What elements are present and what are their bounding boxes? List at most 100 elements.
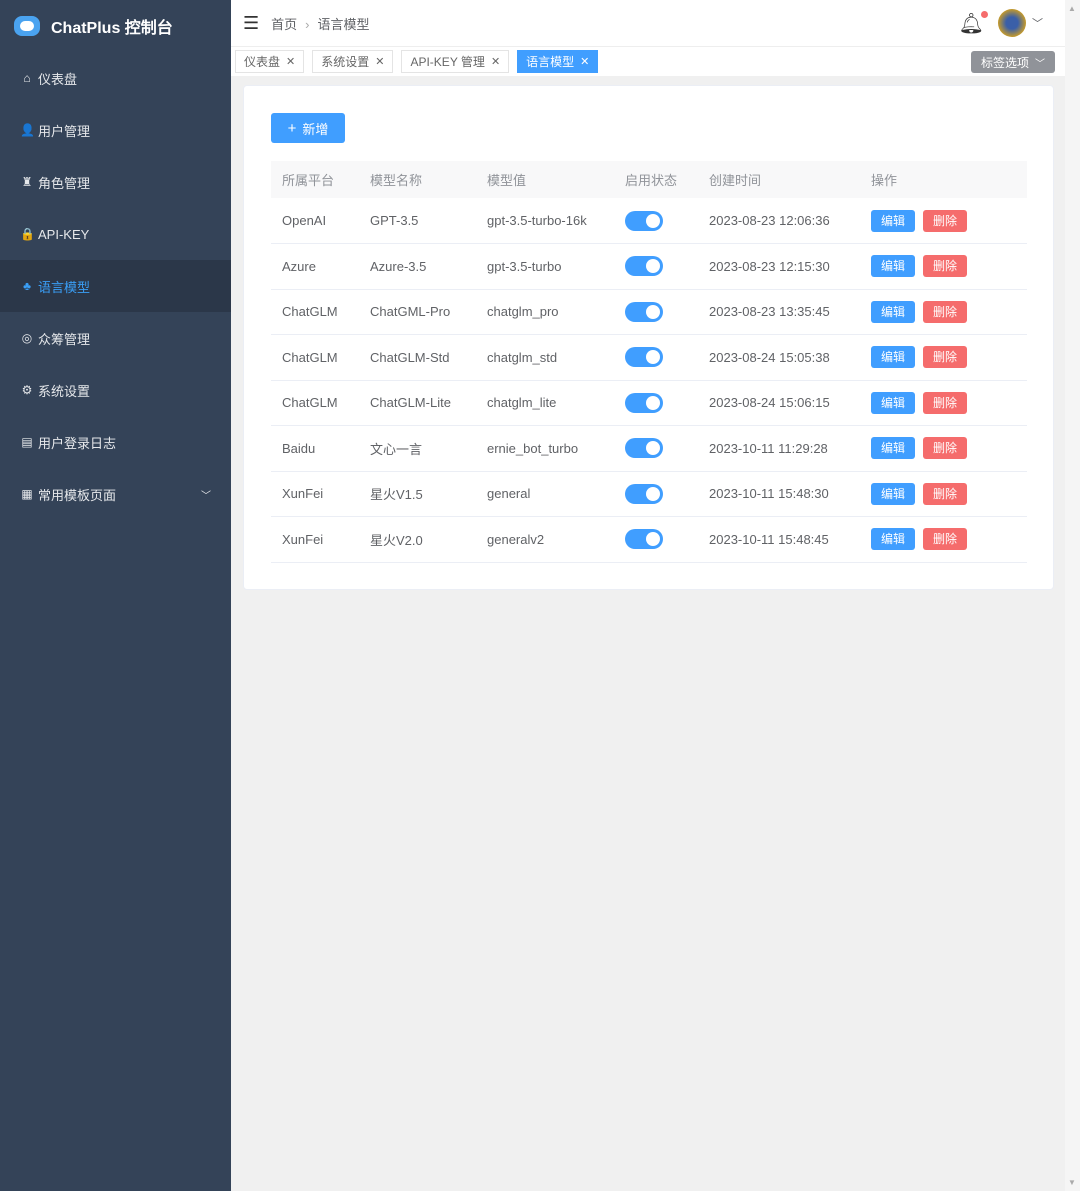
sidebar-item-lock[interactable]: 🔒 API-KEY (0, 208, 231, 260)
edit-button[interactable]: 编辑 (871, 209, 916, 232)
edit-button[interactable]: 编辑 (871, 255, 916, 278)
scrollbar[interactable]: ▲ ▼ (1065, 0, 1080, 1191)
tab-0[interactable]: 仪表盘 ✕ (235, 50, 305, 73)
sidebar-item-label: 常用模板页面 (38, 487, 117, 503)
model-name-cell: 星火V1.5 (359, 471, 476, 517)
enable-toggle[interactable] (625, 392, 663, 413)
enable-toggle[interactable] (625, 438, 663, 459)
edit-button[interactable]: 编辑 (871, 482, 916, 505)
close-icon[interactable]: ✕ (375, 56, 385, 68)
add-button[interactable]: + 新增 (271, 113, 345, 143)
column-header: 创建时间 (698, 161, 860, 198)
enable-toggle[interactable] (625, 347, 663, 368)
sidebar: ChatPlus 控制台 ⌂ 仪表盘 👤 用户管理 ♜ 角色管理 🔒 API-KEY ♣ 语言模型… (0, 0, 231, 1191)
lock-icon: 🔒 (20, 227, 35, 241)
enable-toggle[interactable] (625, 210, 663, 231)
platform-cell: Baidu (271, 425, 359, 472)
tab-2[interactable]: API-KEY 管理 ✕ (401, 50, 510, 73)
created-time-cell: 2023-10-11 15:48:45 (698, 516, 860, 563)
table-row: ChatGLM ChatGLM-Lite chatglm_lite 2023-0… (271, 380, 1027, 426)
notification-dot (981, 10, 988, 18)
platform-cell: XunFei (271, 471, 359, 517)
sidebar-item-label: 用户登录日志 (38, 435, 117, 451)
created-time-cell: 2023-08-24 15:05:38 (698, 334, 860, 381)
model-table: 所属平台 模型名称 模型值 启用状态 创建时间 操作 OpenAI GPT-3.5 gpt… (271, 161, 1027, 563)
tab-3[interactable]: 语言模型 ✕ (517, 50, 599, 73)
column-header: 所属平台 (271, 161, 359, 198)
delete-button[interactable]: 删除 (923, 482, 968, 505)
tab-label: API-KEY 管理 (410, 55, 485, 69)
enable-toggle[interactable] (625, 301, 663, 322)
edit-button[interactable]: 编辑 (871, 300, 916, 323)
platform-cell: XunFei (271, 516, 359, 563)
close-icon[interactable]: ✕ (286, 56, 296, 68)
sidebar-item-gear[interactable]: ⚙ 系统设置 (0, 364, 231, 416)
breadcrumb-home[interactable]: 首页 (271, 16, 298, 32)
enable-toggle[interactable] (625, 483, 663, 504)
tab-bar: 仪表盘 ✕ 系统设置 ✕ API-KEY 管理 ✕ 语言模型 ✕ 标签选项 ﹀ (231, 46, 1065, 76)
sidebar-item-label: 语言模型 (38, 279, 91, 295)
breadcrumb-current: 语言模型 (317, 16, 370, 32)
tab-label: 系统设置 (321, 55, 370, 69)
sidebar-item-user[interactable]: 👤 用户管理 (0, 104, 231, 156)
model-value-cell: chatglm_pro (476, 289, 614, 335)
delete-button[interactable]: 删除 (923, 346, 968, 369)
plus-icon: + (287, 119, 297, 137)
edit-button[interactable]: 编辑 (871, 391, 916, 414)
close-icon[interactable]: ✕ (580, 56, 590, 68)
created-time-cell: 2023-08-23 12:06:36 (698, 198, 860, 244)
delete-button[interactable]: 删除 (923, 300, 968, 323)
enable-toggle[interactable] (625, 529, 663, 550)
sidebar-item-label: 角色管理 (38, 175, 91, 191)
sidebar-item-template[interactable]: ▦ 常用模板页面 ﹀ (0, 468, 231, 520)
model-name-cell: ChatGLM-Lite (359, 380, 476, 426)
model-value-cell: gpt-3.5-turbo (476, 243, 614, 290)
role-icon: ♜ (21, 175, 33, 189)
sidebar-item-model[interactable]: ♣ 语言模型 (0, 260, 231, 312)
created-time-cell: 2023-10-11 11:29:28 (698, 425, 860, 472)
sidebar-item-label: 众筹管理 (38, 331, 91, 347)
column-header: 启用状态 (614, 161, 698, 198)
sidebar-item-crowdfund[interactable]: ◎ 众筹管理 (0, 312, 231, 364)
table-row: Azure Azure-3.5 gpt-3.5-turbo 2023-08-23… (271, 243, 1027, 290)
model-name-cell: GPT-3.5 (359, 198, 476, 244)
model-name-cell: 星火V2.0 (359, 516, 476, 563)
chevron-down-icon[interactable]: ﹀ (1032, 18, 1043, 30)
delete-button[interactable]: 删除 (923, 255, 968, 278)
edit-button[interactable]: 编辑 (871, 437, 916, 460)
platform-cell: OpenAI (271, 198, 359, 244)
created-time-cell: 2023-08-23 12:15:30 (698, 243, 860, 290)
breadcrumb: 首页 › 语言模型 (271, 16, 370, 32)
sidebar-item-role[interactable]: ♜ 角色管理 (0, 156, 231, 208)
robot-logo-icon (14, 16, 40, 36)
menu-toggle-icon[interactable]: ☰ (243, 12, 260, 33)
delete-button[interactable]: 删除 (923, 391, 968, 414)
tag-options-button[interactable]: 标签选项 ﹀ (970, 51, 1055, 73)
sidebar-item-log[interactable]: ▤ 用户登录日志 (0, 416, 231, 468)
edit-button[interactable]: 编辑 (871, 346, 916, 369)
tab-1[interactable]: 系统设置 ✕ (312, 50, 394, 73)
sidebar-item-home[interactable]: ⌂ 仪表盘 (0, 52, 231, 104)
model-name-cell: ChatGML-Pro (359, 289, 476, 335)
delete-button[interactable]: 删除 (923, 528, 968, 551)
sidebar-item-label: API-KEY (38, 226, 90, 242)
edit-button[interactable]: 编辑 (871, 528, 916, 551)
table-row: OpenAI GPT-3.5 gpt-3.5-turbo-16k 2023-08… (271, 198, 1027, 244)
platform-cell: ChatGLM (271, 334, 359, 381)
close-icon[interactable]: ✕ (490, 56, 501, 68)
platform-cell: ChatGLM (271, 289, 359, 335)
model-icon: ♣ (23, 279, 31, 293)
delete-button[interactable]: 删除 (923, 209, 968, 232)
app-title: ChatPlus 控制台 (51, 20, 173, 37)
sidebar-item-label: 用户管理 (38, 123, 91, 139)
sidebar-item-label: 系统设置 (38, 383, 91, 399)
user-icon: 👤 (20, 123, 35, 137)
logo[interactable]: ChatPlus 控制台 (0, 0, 231, 52)
table-row: XunFei 星火V2.0 generalv2 2023-10-11 15:48… (271, 516, 1027, 563)
content-card: + 新增 所属平台 模型名称 模型值 启用状态 创建时间 操作 OpenAI GPT-3.5… (243, 85, 1054, 590)
delete-button[interactable]: 删除 (923, 437, 968, 460)
avatar[interactable] (998, 9, 1026, 37)
platform-cell: ChatGLM (271, 380, 359, 426)
enable-toggle[interactable] (625, 256, 663, 277)
bell-icon[interactable]: 🔔︎ (959, 10, 988, 36)
